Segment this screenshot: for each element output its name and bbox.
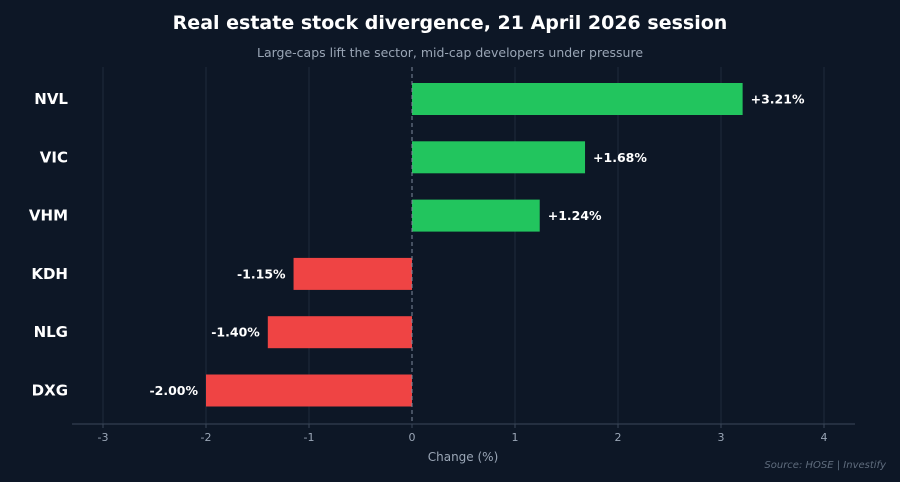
x-tick-label: 4 [821, 431, 828, 444]
category-label: NLG [34, 323, 68, 341]
source-note: Source: HOSE | Investify [764, 460, 886, 471]
x-tick-label: 1 [512, 431, 519, 444]
bar [412, 199, 540, 232]
x-tick-label: 2 [615, 431, 622, 444]
data-label: +3.21% [751, 92, 805, 107]
category-label: NVL [34, 90, 68, 108]
category-label: VIC [40, 148, 68, 166]
x-tick-label: -3 [98, 431, 109, 444]
x-axis-title: Change (%) [428, 450, 499, 464]
data-label: -1.15% [237, 266, 286, 281]
data-label: +1.68% [593, 150, 647, 165]
chart-title: Real estate stock divergence, 21 April 2… [172, 12, 728, 34]
bar [293, 257, 412, 290]
data-label: +1.24% [548, 208, 602, 223]
data-label: -1.40% [211, 325, 260, 340]
data-label: -2.00% [149, 383, 198, 398]
category-label: DXG [32, 382, 68, 400]
x-tick-label: -2 [201, 431, 212, 444]
bars: NVL +3.21% VIC +1.68% VHM +1.24% KDH -1.15% NLG -… [29, 67, 805, 424]
category-label: KDH [31, 265, 68, 283]
bar [412, 83, 743, 115]
bar [267, 316, 412, 349]
x-tick-label: 3 [718, 431, 725, 444]
x-tick-label: -1 [304, 431, 315, 444]
x-tick-label: 0 [409, 431, 416, 444]
chart-subtitle: Large-caps lift the sector, mid-cap deve… [256, 45, 644, 60]
bar [412, 141, 586, 174]
x-axis: -3 -2 -1 0 1 2 3 4 [72, 423, 855, 444]
bar [206, 374, 412, 407]
grid-lines [102, 67, 825, 424]
category-label: VHM [29, 207, 68, 225]
